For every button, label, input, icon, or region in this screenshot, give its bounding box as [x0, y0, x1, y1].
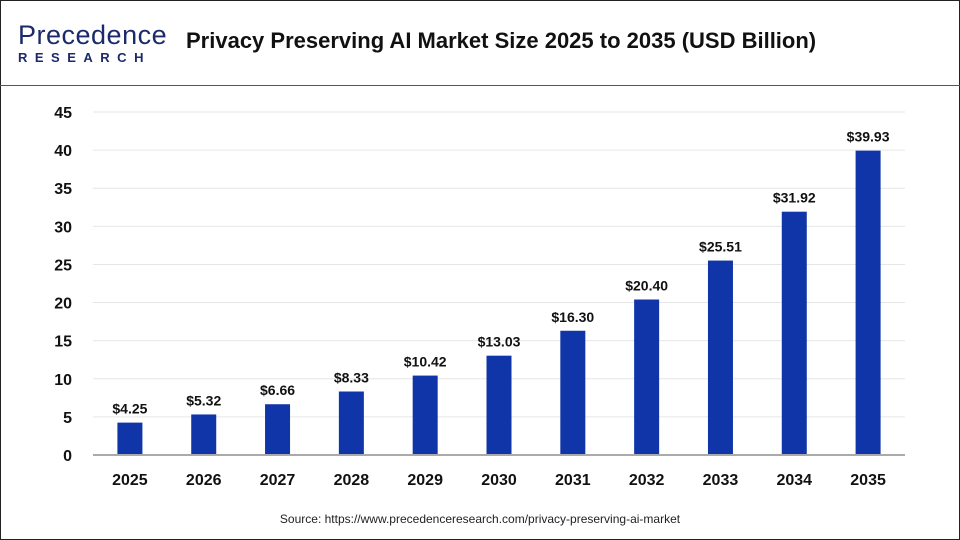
y-tick-label: 25 — [54, 257, 72, 274]
x-tick-label: 2031 — [555, 472, 591, 489]
bar-2034 — [781, 211, 807, 455]
x-tick-label: 2034 — [776, 472, 812, 489]
data-label: $39.93 — [847, 129, 890, 145]
data-label: $5.32 — [186, 392, 221, 408]
x-tick-label: 2029 — [407, 472, 443, 489]
bar-2027 — [265, 404, 291, 455]
y-tick-label: 45 — [54, 105, 72, 122]
data-label: $16.30 — [551, 309, 594, 325]
logo-text: Precedence — [18, 20, 168, 50]
data-label: $31.92 — [773, 190, 816, 206]
bar-2025 — [117, 422, 143, 455]
bar-2031 — [560, 330, 586, 455]
x-tick-label: 2028 — [334, 472, 370, 489]
bar-2029 — [412, 375, 438, 455]
bar-2026 — [191, 414, 217, 455]
chart-title: Privacy Preserving AI Market Size 2025 t… — [186, 28, 817, 53]
x-tick-label: 2027 — [260, 472, 296, 489]
bar-2030 — [486, 355, 512, 455]
bar-2035 — [855, 150, 881, 456]
data-label: $10.42 — [404, 354, 447, 370]
x-tick-label: 2033 — [703, 472, 739, 489]
logo-subtext: RESEARCH — [18, 50, 151, 65]
data-label: $25.51 — [699, 239, 742, 255]
x-tick-label: 2032 — [629, 472, 665, 489]
data-label: $13.03 — [478, 334, 521, 350]
bar-2033 — [707, 260, 733, 455]
y-tick-label: 30 — [54, 219, 72, 236]
y-tick-label: 0 — [63, 448, 72, 465]
x-tick-label: 2025 — [112, 472, 148, 489]
y-tick-label: 15 — [54, 334, 72, 351]
data-label: $8.33 — [334, 370, 369, 386]
y-tick-label: 35 — [54, 181, 72, 198]
y-tick-label: 5 — [63, 410, 72, 427]
x-tick-label: 2026 — [186, 472, 222, 489]
y-tick-label: 10 — [54, 372, 72, 389]
x-tick-label: 2030 — [481, 472, 517, 489]
source-text: Source: https://www.precedenceresearch.c… — [279, 512, 681, 526]
data-label: $4.25 — [112, 401, 147, 417]
x-tick-label: 2035 — [850, 472, 886, 489]
data-label: $6.66 — [260, 382, 295, 398]
y-tick-label: 20 — [54, 296, 72, 313]
y-tick-label: 40 — [54, 143, 72, 160]
header: Precedence RESEARCH Privacy Preserving A… — [0, 0, 960, 86]
data-label: $20.40 — [625, 278, 668, 294]
bar-2032 — [634, 299, 660, 455]
bar-2028 — [338, 391, 364, 455]
precedence-research-logo: Precedence RESEARCH — [18, 20, 168, 66]
